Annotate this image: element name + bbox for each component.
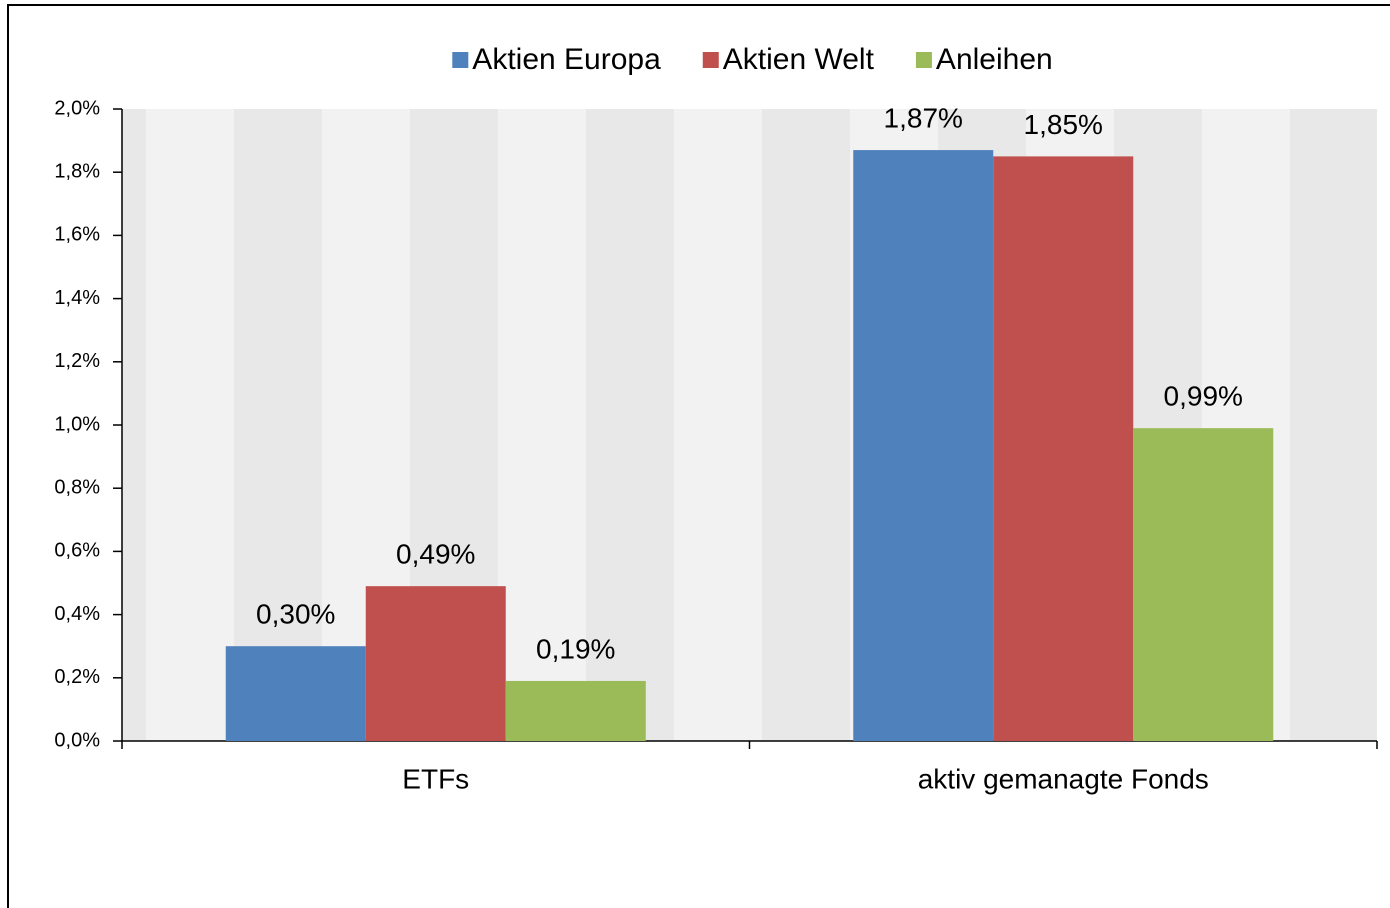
bar: [853, 150, 994, 741]
y-tick-label: 1,0%: [54, 413, 100, 435]
legend-swatch: [702, 52, 719, 68]
stripe: [586, 109, 674, 741]
value-label: 0,30%: [256, 599, 335, 630]
y-tick-label: 0,8%: [54, 476, 100, 498]
y-tick-label: 2,0%: [54, 97, 100, 119]
x-tick-label: ETFs: [402, 763, 469, 794]
stripe: [674, 109, 762, 741]
legend-label: Anleihen: [936, 43, 1053, 76]
value-label: 1,87%: [884, 102, 963, 133]
y-tick-label: 1,6%: [54, 224, 100, 246]
stripe: [762, 109, 850, 741]
y-tick-label: 1,8%: [54, 160, 100, 182]
bar: [1133, 428, 1274, 741]
legend-swatch: [915, 52, 932, 68]
value-label: 0,49%: [396, 539, 475, 570]
legend-label: Aktien Welt: [723, 43, 875, 76]
legend: Aktien Europa Aktien Welt Anleihen: [452, 43, 1053, 76]
legend-swatch: [452, 52, 469, 68]
stripe: [234, 109, 322, 741]
stripe: [146, 109, 234, 741]
value-label: 1,85%: [1024, 109, 1103, 140]
bar: [225, 646, 366, 741]
value-label: 0,99%: [1164, 381, 1243, 412]
bar: [365, 586, 506, 741]
stripe: [122, 109, 146, 741]
y-tick-label: 0,2%: [54, 666, 100, 688]
value-label: 0,19%: [536, 633, 615, 664]
bar: [993, 156, 1134, 741]
legend-label: Aktien Europa: [472, 43, 661, 76]
x-tick-label: aktiv gemanagte Fonds: [918, 763, 1209, 794]
stripe: [498, 109, 586, 741]
bar: [505, 680, 646, 741]
y-tick-label: 1,2%: [54, 350, 100, 372]
y-tick-label: 0,4%: [54, 603, 100, 625]
y-tick-label: 1,4%: [54, 287, 100, 309]
y-tick-label: 0,0%: [54, 729, 100, 751]
y-tick-label: 0,6%: [54, 540, 100, 562]
stripe: [1290, 109, 1377, 741]
